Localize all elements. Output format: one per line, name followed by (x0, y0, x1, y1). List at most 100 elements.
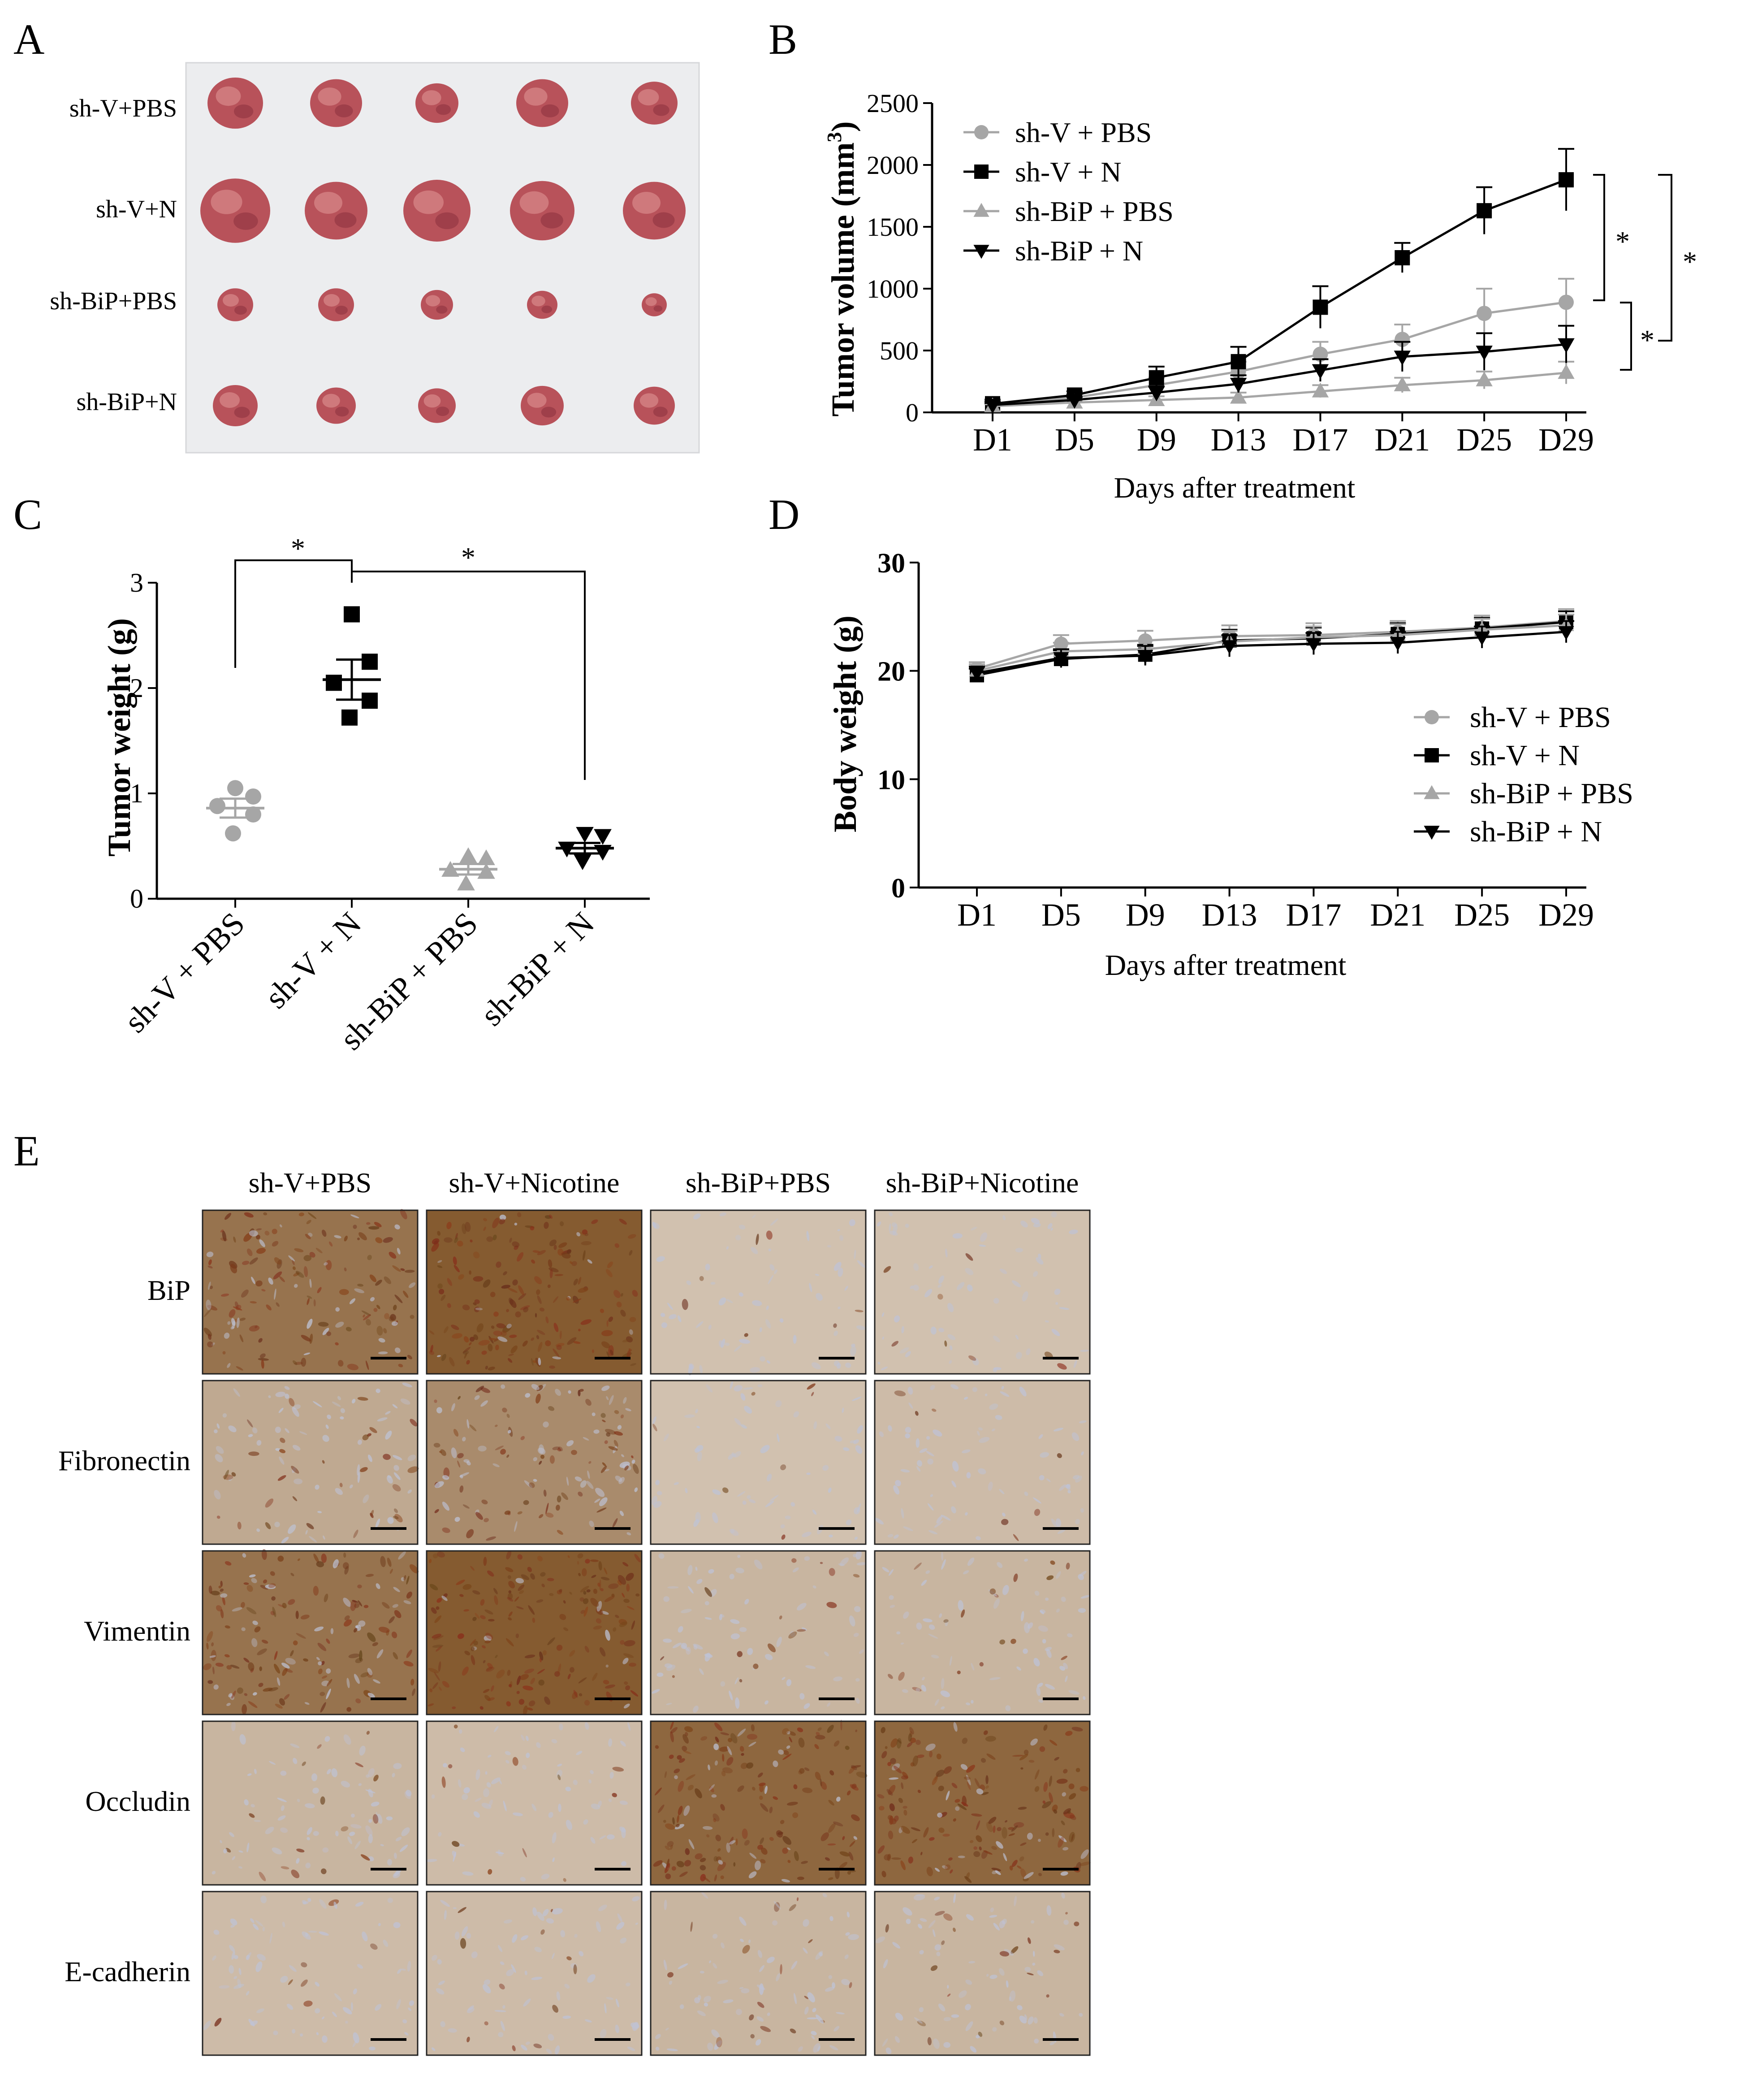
ihc-texture-speck (510, 1345, 518, 1354)
ihc-texture-speck (315, 2008, 320, 2013)
ihc-texture-speck (573, 1964, 577, 1974)
ihc-texture-speck (458, 1729, 462, 1734)
ihc-texture-speck (583, 1606, 588, 1617)
ihc-texture-speck (564, 1983, 570, 1989)
ihc-texture-speck (506, 1455, 510, 1458)
ihc-texture-speck (1061, 1655, 1068, 1660)
ihc-texture-speck (515, 1578, 524, 1584)
ihc-texture-speck (966, 1472, 971, 1479)
ihc-texture-speck (251, 1638, 258, 1647)
ihc-texture-speck (917, 1460, 922, 1467)
ihc-texture-speck (744, 1333, 748, 1337)
ihc-texture-speck (915, 1894, 925, 1896)
tumor-shadow (435, 212, 459, 229)
ihc-texture-speck (446, 1221, 452, 1230)
ihc-texture-speck (465, 1221, 471, 1232)
ihc-texture-speck (695, 1567, 698, 1571)
ihc-texture-speck (653, 1860, 663, 1867)
ihc-texture-speck (251, 1277, 255, 1284)
ihc-image (650, 1380, 867, 1545)
ihc-texture-speck (854, 1250, 856, 1260)
ihc-texture-speck (406, 1576, 410, 1585)
ihc-texture-speck (309, 1536, 317, 1543)
ihc-texture-speck (456, 1580, 465, 1585)
ihc-texture-speck (549, 1593, 554, 1596)
chart-b-point (1230, 389, 1247, 404)
ihc-texture-speck (682, 1645, 690, 1652)
ihc-texture-speck (1080, 1862, 1091, 1866)
ihc-texture-speck (384, 1313, 390, 1320)
ihc-texture-speck (756, 1984, 765, 1990)
ihc-texture-speck (708, 1569, 714, 1574)
ihc-texture-speck (834, 1436, 842, 1442)
ihc-texture-speck (1063, 1769, 1068, 1774)
ihc-texture-speck (629, 1663, 636, 1667)
ihc-texture-speck (791, 1558, 797, 1563)
ihc-texture-speck (252, 1427, 258, 1433)
ihc-texture-speck (355, 1698, 361, 1704)
ihc-texture-speck (815, 1771, 821, 1780)
ihc-texture-speck (1054, 1944, 1065, 1950)
ihc-texture-speck (793, 1784, 798, 1789)
ihc-texture-speck (911, 1839, 917, 1844)
ihc-texture-speck (559, 1614, 566, 1620)
ihc-texture-speck (339, 1289, 349, 1295)
ihc-texture-speck (490, 1685, 494, 1692)
ihc-texture-speck (319, 1931, 329, 1936)
ihc-texture-speck (440, 2021, 445, 2027)
ihc-texture-speck (354, 1674, 360, 1684)
ihc-texture-speck (531, 1977, 543, 1980)
ihc-texture-speck (392, 1604, 398, 1608)
ihc-texture-speck (287, 2004, 294, 2010)
ihc-texture-speck (730, 1619, 740, 1624)
ihc-texture-speck (825, 1423, 831, 1429)
ihc-texture-speck (538, 1342, 543, 1352)
ihc-texture-speck (493, 1588, 498, 1594)
ihc-texture-speck (389, 1616, 395, 1624)
ihc-texture-speck (508, 1617, 512, 1621)
ihc-texture-speck (675, 1823, 680, 1827)
ihc-image-background (875, 1892, 1090, 2055)
ihc-texture-speck (508, 1590, 512, 1593)
ihc-texture-speck (538, 1680, 544, 1686)
ihc-texture-speck (766, 1473, 772, 1482)
ihc-texture-speck (248, 1662, 255, 1671)
chart-b-significance-star: * (1615, 225, 1630, 257)
ihc-texture-speck (1038, 1253, 1041, 1259)
ihc-texture-speck (929, 1751, 933, 1758)
ihc-texture-speck (886, 1789, 893, 1796)
ihc-texture-speck (502, 1324, 512, 1333)
ihc-texture-speck (829, 1534, 833, 1538)
ihc-texture-speck (429, 1584, 438, 1590)
ihc-texture-speck (764, 1700, 769, 1705)
ihc-texture-speck (936, 1952, 941, 1957)
ihc-texture-speck (462, 1304, 470, 1311)
ihc-texture-speck (466, 1461, 471, 1466)
ihc-texture-speck (276, 1302, 280, 1307)
ihc-texture-speck (348, 1653, 360, 1658)
ihc-texture-speck (609, 1395, 614, 1405)
ihc-texture-speck (1040, 1452, 1049, 1458)
ihc-texture-speck (315, 1247, 323, 1253)
ihc-texture-speck (544, 1696, 551, 1705)
ihc-texture-speck (1079, 1420, 1087, 1424)
ihc-texture-speck (331, 1768, 338, 1777)
ihc-texture-speck (226, 1703, 231, 1706)
ihc-texture-speck (889, 1777, 899, 1780)
ihc-texture-speck (462, 1350, 469, 1355)
ihc-texture-speck (407, 1466, 419, 1473)
ihc-texture-speck (557, 1770, 563, 1777)
ihc-texture-speck (524, 1654, 535, 1658)
ihc-texture-speck (726, 1757, 734, 1766)
ihc-texture-speck (212, 1955, 216, 1961)
ihc-texture-speck (483, 1279, 491, 1288)
chart-b-point (1394, 351, 1411, 366)
ihc-texture-speck (962, 1737, 968, 1744)
ihc-texture-speck (907, 1742, 913, 1747)
ihc-texture-speck (211, 1590, 220, 1596)
tumor-highlight (211, 190, 242, 214)
ihc-texture-speck (1030, 1738, 1038, 1746)
ihc-texture-speck (767, 1643, 776, 1653)
ihc-texture-speck (600, 1465, 607, 1473)
